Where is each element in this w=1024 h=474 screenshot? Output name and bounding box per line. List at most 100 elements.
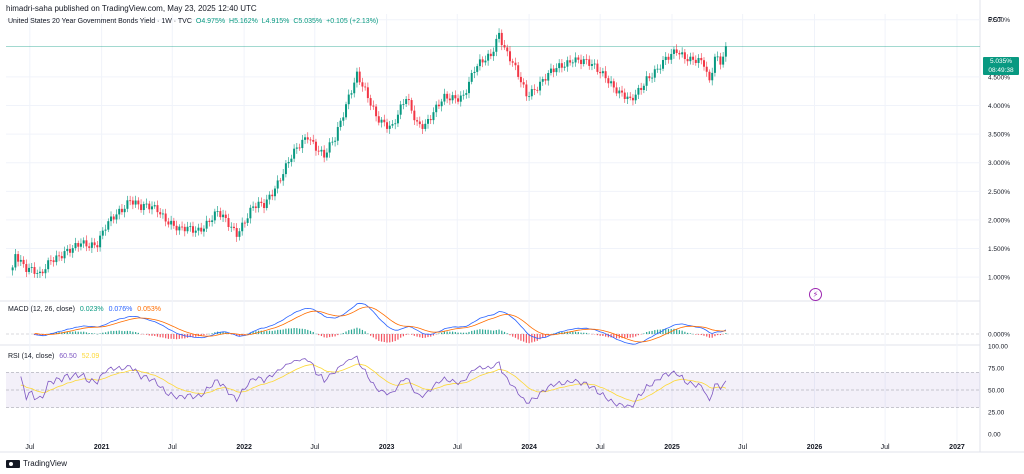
candle [539,76,542,96]
candle-body [186,226,189,232]
candle-body [405,99,408,104]
candle-body [85,240,88,247]
candle-body [623,92,626,100]
macd-histogram-bar [85,332,88,334]
candle-body [115,214,118,220]
candle-body [459,95,462,102]
flash-icon[interactable]: ⚡ [809,288,822,301]
candle [558,59,561,73]
candle [487,50,490,66]
macd-histogram-bar [610,334,612,338]
tradingview-brand[interactable]: TradingView [6,459,67,468]
candle-body [107,221,110,230]
macd-histogram-bar [91,333,93,334]
macd-histogram-bar [624,334,626,339]
candle [386,118,389,133]
candle-body [519,76,522,83]
candle-body [148,203,151,210]
candle [615,82,618,97]
candle [115,209,118,224]
candle-body [364,86,367,88]
macd-histogram-bar [487,329,489,334]
candle [104,224,107,236]
macd-histogram-bar [626,334,629,338]
candle-body [58,255,61,257]
macd-histogram-bar [104,332,107,334]
macd-histogram-bar [473,330,476,334]
candle-body [716,56,719,58]
last-price-value: 5.035% [989,58,1013,65]
candle [681,47,684,58]
macd-line [34,302,727,345]
candle-body [599,71,602,74]
macd-histogram-bar [80,331,82,334]
candle [372,100,375,110]
candle [306,132,309,144]
macd-histogram-bar [446,331,448,334]
candle [440,98,443,112]
candle-body [377,116,380,123]
symbol-legend[interactable]: United States 20 Year Government Bonds Y… [8,18,378,25]
candle-body [656,68,659,70]
candle [462,90,465,100]
candle [552,65,555,78]
macd-histogram-bar [635,334,637,337]
candle [590,59,593,71]
candle [63,246,66,264]
candle-body [263,203,266,209]
macd-histogram-bar [288,328,290,334]
candle [202,225,205,237]
candle [189,222,192,232]
rsi-y-tick-label: 0.00 [988,432,1001,439]
candle-body [577,57,580,60]
candle-body [440,101,443,107]
candle-body [446,93,449,99]
candle-body [662,59,665,69]
candle-body [268,194,271,200]
candle [569,55,572,66]
macd-lines [34,302,727,345]
rsi-legend[interactable]: RSI (14, close) 60.50 52.09 [8,353,99,360]
candle [260,197,263,207]
macd-histogram-bar [145,334,148,335]
candle [197,223,200,236]
macd-histogram-bar [449,331,451,334]
candle-body [645,76,648,86]
candle [134,195,137,208]
candle [38,266,41,278]
candle-body [345,104,348,118]
macd-histogram-bar [419,334,421,338]
macd-histogram-bar [361,329,364,334]
candle-body [99,235,102,248]
candle [290,154,293,167]
candle-body [309,139,312,141]
ohlc-high: H5.162% [229,18,258,25]
candle [216,206,219,217]
macd-histogram-bar [350,329,353,334]
macd-histogram-bar [107,331,109,334]
candle-body [380,119,383,123]
macd-histogram-bar [304,329,306,334]
candle [470,69,473,85]
macd-histogram-bar [165,334,167,339]
candle-body [306,137,309,140]
candle [320,146,323,156]
macd-legend[interactable]: MACD (12, 26, close) 0.023% 0.076% 0.053… [8,306,161,313]
candle-body [375,106,378,117]
macd-histogram-bar [681,330,683,334]
candle-body [394,123,397,125]
candle-body [511,61,514,63]
macd-histogram-bar [432,334,435,336]
candle-body [123,208,126,213]
candle-body [112,216,115,220]
candle-body [336,127,339,141]
candle-body [219,211,222,218]
candle [66,245,69,256]
candle [437,99,440,109]
macd-histogram-bar [102,332,104,334]
candle [634,89,637,104]
x-tick-label: Jul [310,444,319,451]
macd-histogram-bar [706,334,708,337]
candle [140,199,143,213]
x-tick-label: Jul [168,444,177,451]
